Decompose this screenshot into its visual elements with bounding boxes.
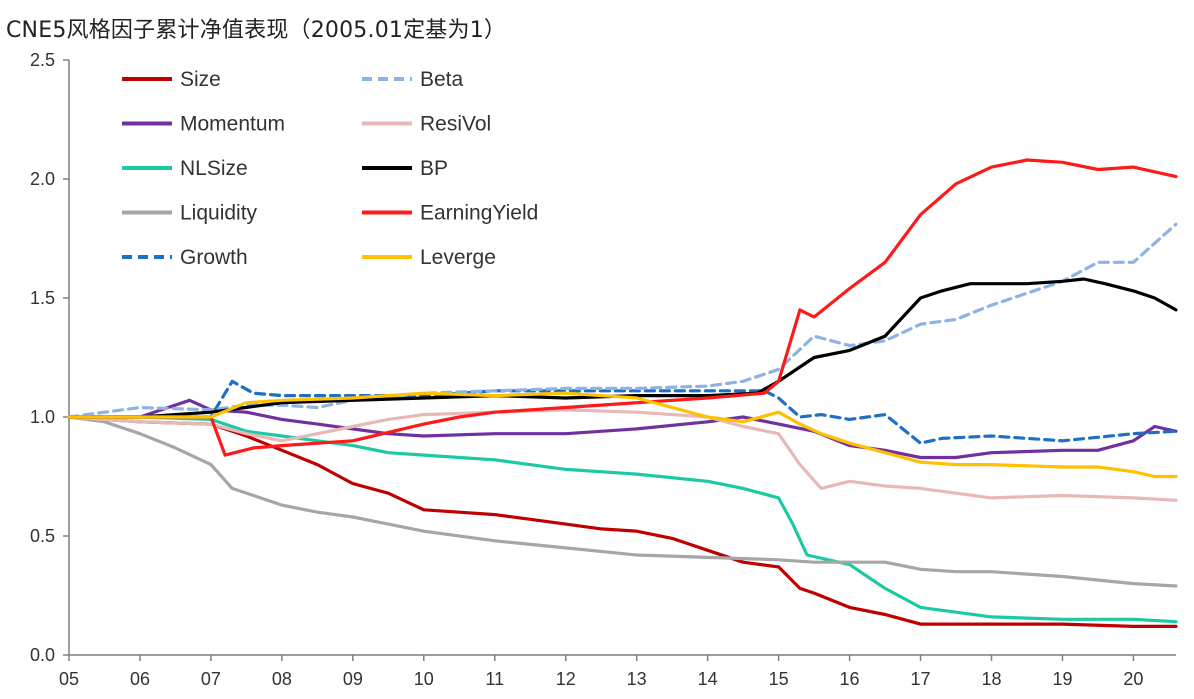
legend-label-bp: BP	[420, 157, 448, 180]
legend-label-leverge: Leverge	[420, 246, 496, 269]
legend-label-size: Size	[180, 68, 221, 91]
x-tick-label: 20	[1123, 669, 1143, 689]
series-line-beta	[67, 222, 1178, 419]
y-tick-label: 0.0	[30, 645, 55, 665]
series-line-liquidity	[67, 415, 1178, 588]
x-tick-label: 13	[627, 669, 647, 689]
legend: Size Momentum NLSize Liquidity Growth Beta Res…	[122, 68, 538, 269]
x-tick-label: 17	[911, 669, 931, 689]
x-tick-label: 15	[769, 669, 789, 689]
x-tick-label: 14	[698, 669, 718, 689]
x-tick-label: 18	[981, 669, 1001, 689]
y-tick-label: 1.0	[30, 407, 55, 427]
axes: 0.0 0.5 1.0 1.5 2.0 2.5 05 06 07 08 09 10 11 12 13 14 15…	[30, 50, 1176, 689]
legend-label-beta: Beta	[420, 68, 464, 91]
series-line-bp	[67, 277, 1178, 419]
legend-label-resivol: ResiVol	[420, 113, 491, 136]
legend-label-liquidity: Liquidity	[180, 202, 258, 225]
y-tick-label: 2.0	[30, 169, 55, 189]
x-tick-label: 11	[485, 669, 504, 689]
x-tick-label: 06	[130, 669, 150, 689]
x-tick-label: 10	[414, 669, 434, 689]
plot-lines	[67, 158, 1178, 628]
x-tick-label: 12	[556, 669, 576, 689]
legend-label-growth: Growth	[180, 246, 248, 269]
legend-label-nlsize: NLSize	[180, 157, 248, 180]
series-line-size	[67, 415, 1178, 628]
legend-label-momentum: Momentum	[180, 113, 285, 136]
legend-label-earningyield: EarningYield	[420, 202, 538, 225]
series-line-leverge	[67, 391, 1178, 479]
x-tick-label: 16	[840, 669, 860, 689]
x-tick-label: 19	[1052, 669, 1072, 689]
series-line-resivol	[67, 408, 1178, 502]
x-tick-label: 05	[59, 669, 79, 689]
chart-title: CNE5风格因子累计净值表现（2005.01定基为1）	[6, 18, 507, 43]
y-tick-label: 1.5	[30, 288, 55, 308]
x-tick-label: 07	[201, 669, 221, 689]
x-tick-label: 09	[343, 669, 363, 689]
series-line-earningyield	[67, 158, 1178, 457]
series-line-growth	[67, 379, 1178, 445]
x-tick-label: 08	[272, 669, 292, 689]
series-line-momentum	[67, 398, 1178, 460]
series-line-nlsize	[67, 415, 1178, 624]
y-tick-label: 0.5	[30, 526, 55, 546]
y-tick-label: 2.5	[30, 50, 55, 70]
